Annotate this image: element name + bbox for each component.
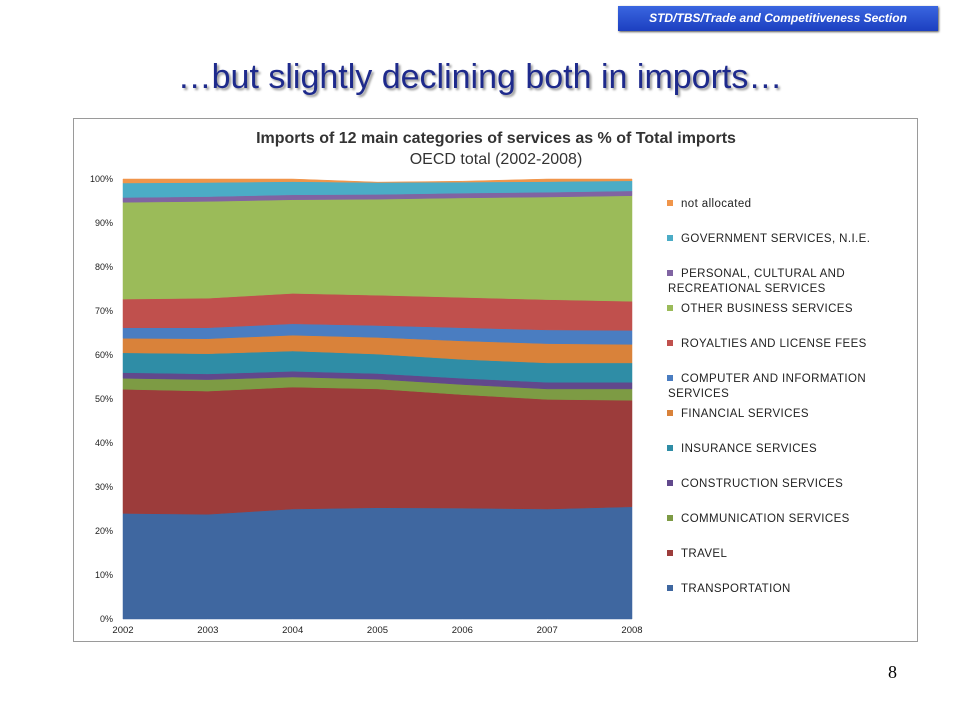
legend-swatch [667,340,673,346]
series-area-1 [122,386,633,515]
series-area-8 [122,195,633,302]
x-axis-ticks: 2002 2003 2004 2005 2006 2007 2008 [112,625,642,636]
y-tick-label: 70% [95,306,113,316]
legend-label: TRAVEL [681,548,727,560]
x-tick-label: 2002 [112,625,133,636]
y-tick-label: 20% [95,526,113,536]
legend-label: GOVERNMENT SERVICES, N.I.E. [681,233,870,245]
legend-label: TRANSPORTATION [681,583,791,595]
legend-label: COMMUNICATION SERVICES [681,513,850,525]
legend-label: COMPUTER AND INFORMATION SERVICES [668,373,866,400]
x-tick-label: 2005 [367,625,388,636]
legend-swatch [667,480,673,486]
series-area-11 [122,178,633,184]
legend-swatch [667,200,673,206]
legend-swatch [667,375,673,381]
legend-swatch [667,235,673,241]
legend-swatch [667,410,673,416]
slide-title: …but slightly declining both in imports… [177,58,783,96]
legend-swatch [667,515,673,521]
legend-swatch [667,305,673,311]
series-areas [122,178,633,620]
legend-swatch [667,445,673,451]
y-axis-ticks: 0% 10% 20% 30% 40% 50% 60% 70% 80% 90% 100% [90,174,113,624]
y-tick-label: 50% [95,394,113,404]
x-tick-label: 2003 [197,625,218,636]
chart-subtitle: OECD total (2002-2008) [410,151,583,168]
legend-label: FINANCIAL SERVICES [681,408,809,420]
x-tick-label: 2004 [282,625,303,636]
legend-label: OTHER BUSINESS SERVICES [681,303,853,315]
chart-title: Imports of 12 main categories of service… [256,130,736,147]
series-area-0 [122,506,633,620]
y-tick-label: 40% [95,438,113,448]
stacked-area-chart: Imports of 12 main categories of service… [90,130,870,636]
section-badge: STD/TBS/Trade and Competitiveness Sectio… [618,6,938,31]
legend: not allocated GOVERNMENT SERVICES, N.I.E.… [667,198,870,595]
x-tick-label: 2006 [452,625,473,636]
chart-frame: Imports of 12 main categories of service… [73,118,918,642]
legend-swatch [667,550,673,556]
y-tick-label: 90% [95,218,113,228]
page-number: 8 [888,662,897,682]
legend-label: ROYALTIES AND LICENSE FEES [681,338,867,350]
legend-label: PERSONAL, CULTURAL AND RECREATIONAL SERVI… [668,268,845,295]
legend-label: not allocated [681,198,751,210]
y-tick-label: 100% [90,174,113,184]
x-tick-label: 2008 [621,625,642,636]
legend-swatch [667,270,673,276]
legend-label: CONSTRUCTION SERVICES [681,478,843,490]
y-tick-label: 60% [95,350,113,360]
legend-label: INSURANCE SERVICES [681,443,817,455]
y-tick-label: 0% [100,614,113,624]
y-tick-label: 10% [95,570,113,580]
x-tick-label: 2007 [537,625,558,636]
y-tick-label: 80% [95,262,113,272]
y-tick-label: 30% [95,482,113,492]
legend-swatch [667,585,673,591]
